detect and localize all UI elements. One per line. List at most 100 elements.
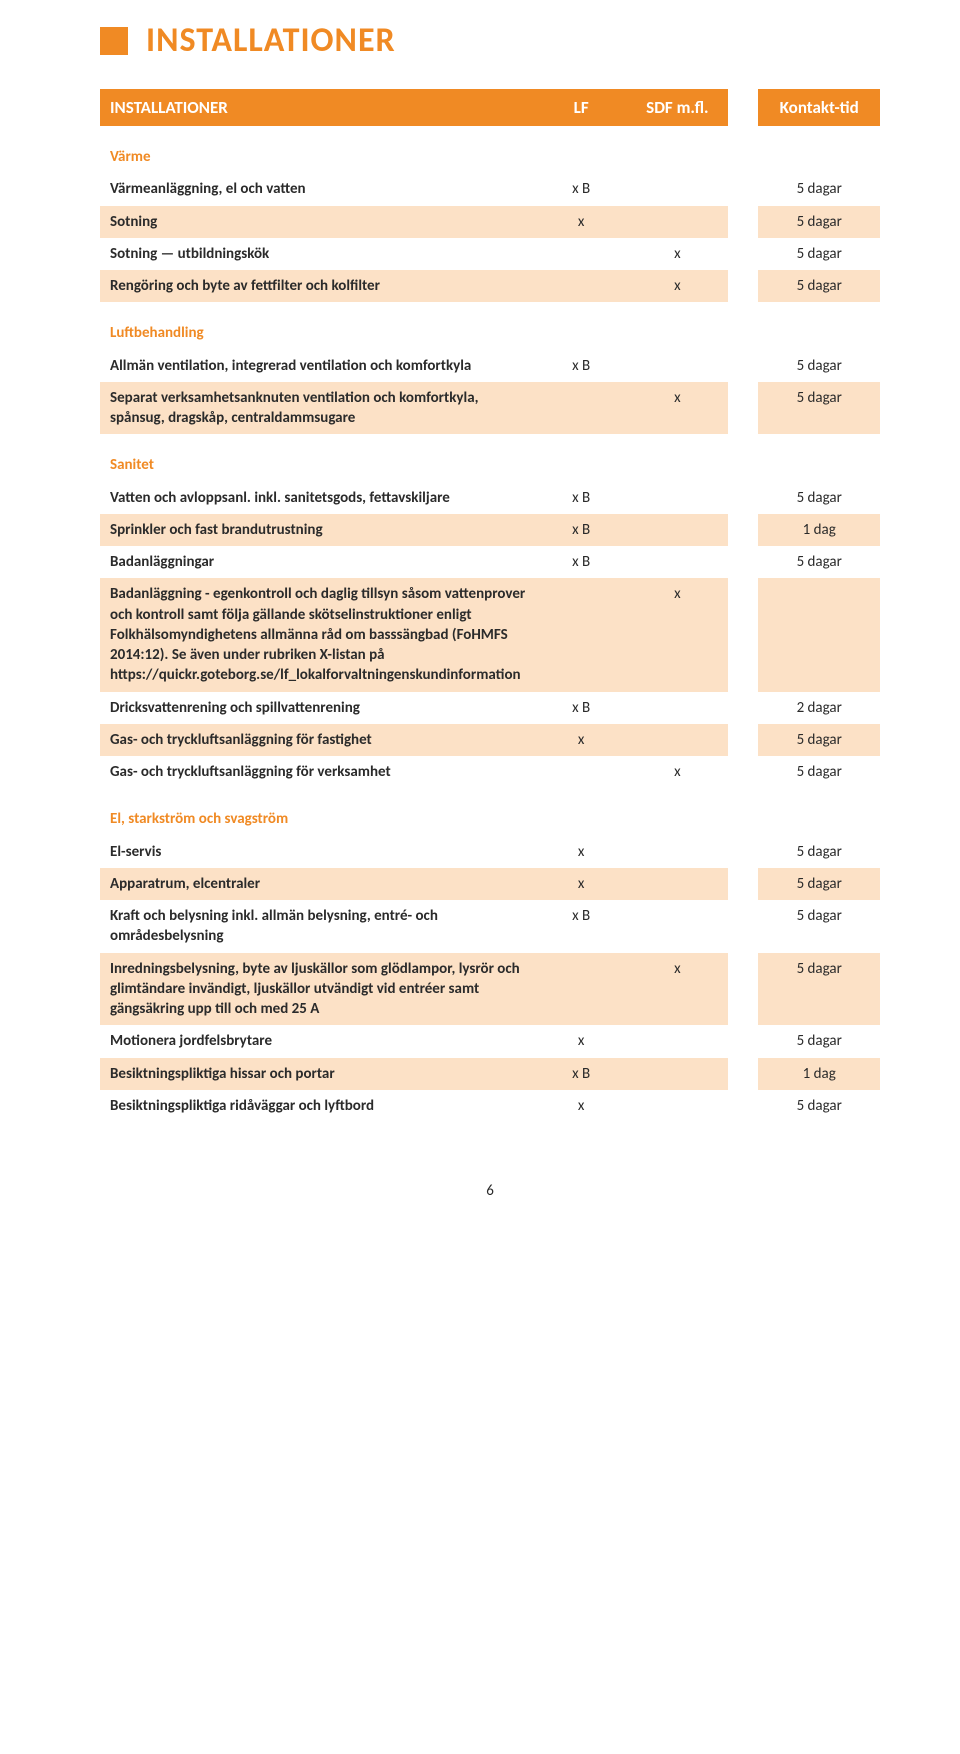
cell-kontakttid: 5 dagar [758,546,880,578]
cell-sdf [627,836,728,868]
row-desc: Apparatrum, elcentraler [100,868,536,900]
cell-kontakttid [758,141,880,173]
cell-lf [536,953,627,1026]
cell-gap [728,868,758,900]
table-row: Separat verksamhetsanknuten ventilation … [100,382,880,436]
cell-lf [536,317,627,349]
cell-sdf: x [627,953,728,1026]
cell-sdf [627,514,728,546]
table-row: Badanläggningarx B5 dagar [100,546,880,578]
cell-kontakttid: 1 dag [758,514,880,546]
row-desc: Besiktningspliktiga ridåväggar och lyftb… [100,1090,536,1122]
cell-gap [728,514,758,546]
cell-gap [728,578,758,691]
cell-sdf [627,173,728,205]
cell-gap [728,1025,758,1057]
cell-lf: x [536,206,627,238]
cell-kontakttid: 5 dagar [758,756,880,789]
cell-gap [728,692,758,724]
table-row: Kraft och belysning inkl. allmän belysni… [100,900,880,953]
cell-lf: x [536,1025,627,1057]
cell-kontakttid: 5 dagar [758,1090,880,1122]
cell-gap [728,953,758,1026]
row-desc: Sprinkler och fast brandutrustning [100,514,536,546]
cell-lf: x [536,868,627,900]
cell-gap [728,449,758,481]
cell-kontakttid: 5 dagar [758,206,880,238]
cell-sdf [627,482,728,514]
cell-sdf [627,1058,728,1090]
cell-lf [536,578,627,691]
cell-gap [728,173,758,205]
col-header-gap [728,89,758,127]
cell-kontakttid: 5 dagar [758,1025,880,1057]
cell-lf: x B [536,900,627,953]
cell-kontakttid: 5 dagar [758,724,880,756]
row-desc: Allmän ventilation, integrerad ventilati… [100,350,536,382]
section-heading: Luftbehandling [100,317,536,349]
row-desc: Separat verksamhetsanknuten ventilation … [100,382,536,436]
cell-lf: x B [536,350,627,382]
cell-sdf [627,449,728,481]
cell-kontakttid: 5 dagar [758,350,880,382]
title-square-icon [100,27,128,55]
cell-lf: x B [536,692,627,724]
cell-sdf: x [627,756,728,789]
row-desc: Rengöring och byte av fettfilter och kol… [100,270,536,303]
cell-kontakttid: 5 dagar [758,270,880,303]
installations-table: INSTALLATIONER LF SDF m.fl. Kontakt-tid … [100,89,880,1122]
cell-sdf [627,692,728,724]
cell-sdf [627,1090,728,1122]
cell-sdf [627,317,728,349]
cell-gap [728,803,758,835]
cell-sdf [627,141,728,173]
cell-lf [536,756,627,789]
table-header-row: INSTALLATIONER LF SDF m.fl. Kontakt-tid [100,89,880,127]
section-row: Luftbehandling [100,317,880,349]
row-desc: Motionera jordfelsbrytare [100,1025,536,1057]
cell-kontakttid [758,578,880,691]
section-heading: El, starkström och svagström [100,803,536,835]
section-row: El, starkström och svagström [100,803,880,835]
cell-gap [728,482,758,514]
cell-lf: x [536,1090,627,1122]
cell-sdf [627,803,728,835]
table-row: Badanläggning - egenkontroll och daglig … [100,578,880,691]
table-row: Gas- och tryckluftsanläggning för verksa… [100,756,880,789]
cell-sdf [627,724,728,756]
col-header-lf: LF [536,89,627,127]
row-desc: Värmeanläggning, el och vatten [100,173,536,205]
table-row: Besiktningspliktiga hissar och portarx B… [100,1058,880,1090]
table-row: Inredningsbelysning, byte av ljuskällor … [100,953,880,1026]
row-desc: Inredningsbelysning, byte av ljuskällor … [100,953,536,1026]
cell-kontakttid: 5 dagar [758,900,880,953]
cell-gap [728,836,758,868]
cell-lf [536,382,627,436]
cell-kontakttid [758,449,880,481]
table-row: Besiktningspliktiga ridåväggar och lyftb… [100,1090,880,1122]
row-desc: Kraft och belysning inkl. allmän belysni… [100,900,536,953]
cell-kontakttid: 5 dagar [758,238,880,270]
table-row: Rengöring och byte av fettfilter och kol… [100,270,880,303]
cell-kontakttid [758,317,880,349]
cell-gap [728,270,758,303]
table-row: Apparatrum, elcentralerx 5 dagar [100,868,880,900]
cell-gap [728,1058,758,1090]
cell-kontakttid: 5 dagar [758,836,880,868]
page-title-wrap: INSTALLATIONER [100,20,880,61]
row-desc: Badanläggning - egenkontroll och daglig … [100,578,536,691]
cell-sdf: x [627,270,728,303]
cell-gap [728,900,758,953]
row-desc: Badanläggningar [100,546,536,578]
spacer-row [100,789,880,803]
cell-kontakttid: 5 dagar [758,868,880,900]
row-desc: Sotning [100,206,536,238]
row-desc: Sotning — utbildningskök [100,238,536,270]
spacer-row [100,127,880,141]
cell-gap [728,1090,758,1122]
cell-gap [728,382,758,436]
cell-gap [728,724,758,756]
table-row: Sotning — utbildningskökx5 dagar [100,238,880,270]
cell-kontakttid: 2 dagar [758,692,880,724]
spacer-row [100,303,880,317]
